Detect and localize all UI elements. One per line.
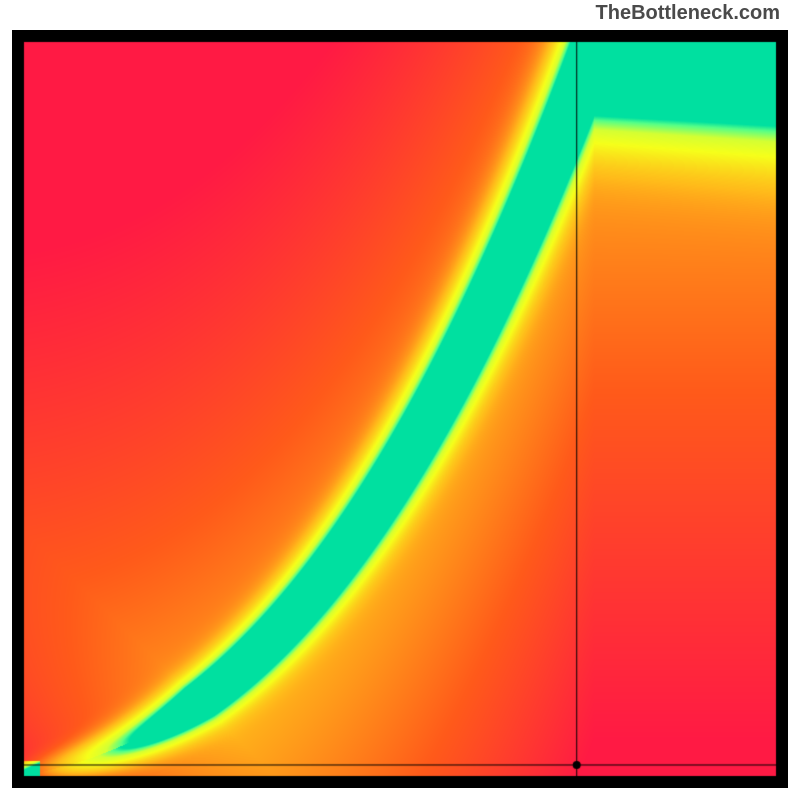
- bottleneck-heatmap: [12, 30, 788, 788]
- watermark-text: TheBottleneck.com: [596, 2, 780, 25]
- heatmap-canvas: [12, 30, 788, 788]
